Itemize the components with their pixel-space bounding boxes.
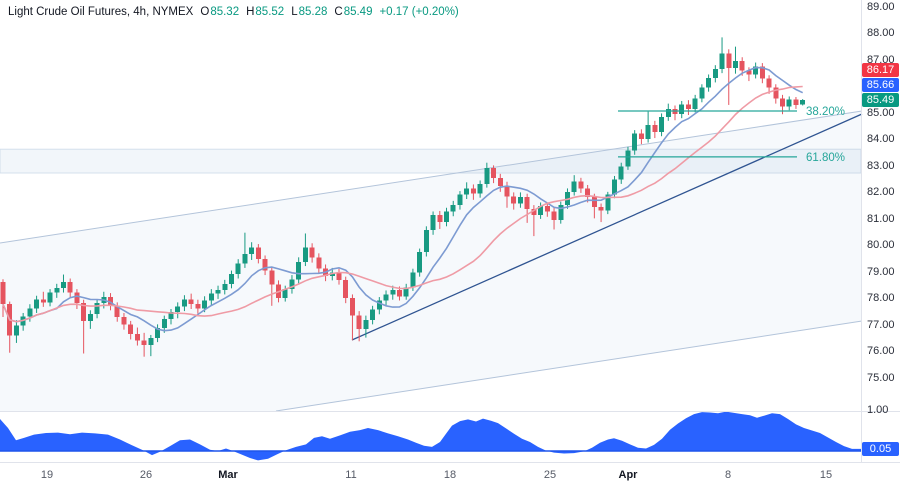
- indicator-scale-label: 1.00: [867, 404, 889, 416]
- ohlc-open-label: O: [200, 6, 210, 18]
- change-value: +0.17 (+0.20%): [379, 6, 459, 18]
- price-tick-label: 85.00: [867, 106, 895, 119]
- ohlc-high-value: 85.52: [255, 6, 285, 18]
- time-axis[interactable]: 19 26 Mar 11 18 25 Apr 8 15: [0, 463, 900, 487]
- price-tick-label: 77.00: [867, 318, 895, 331]
- price-tick-label: 79.00: [867, 265, 895, 278]
- ohlc-high-label: H: [246, 6, 255, 18]
- time-tick-label: 15: [819, 469, 833, 481]
- ohlc-open-value: 85.32: [210, 6, 240, 18]
- indicator-value-badge: 0.05: [862, 441, 899, 456]
- ma-slow-line[interactable]: [2, 85, 803, 323]
- ohlc-close-label: C: [334, 6, 343, 18]
- time-tick-label: Apr: [618, 469, 638, 481]
- time-tick-label: Mar: [218, 469, 238, 481]
- price-badge-last-price: 85.49: [862, 92, 899, 107]
- price-tick-label: 81.00: [867, 212, 895, 225]
- ohlc-close-value: 85.49: [343, 6, 373, 18]
- price-tick-label: 89.00: [867, 0, 895, 13]
- price-badge-ma-fast: 85.66: [862, 77, 899, 92]
- price-tick-label: 84.00: [867, 133, 895, 146]
- ohlc-low-value: 85.28: [298, 6, 328, 18]
- price-tick-label: 83.00: [867, 159, 895, 172]
- symbol-title: Light Crude Oil Futures, 4h, NYMEX: [8, 6, 194, 18]
- time-tick-label: 18: [443, 469, 457, 481]
- time-tick-label: 8: [724, 469, 732, 481]
- time-tick-label: 11: [345, 469, 357, 481]
- price-tick-label: 78.00: [867, 292, 895, 305]
- symbol-legend[interactable]: Light Crude Oil Futures, 4h, NYMEX O85.32…: [8, 6, 459, 18]
- ohlc-low-label: L: [291, 6, 298, 18]
- price-tick-label: 87.00: [867, 53, 895, 66]
- time-tick-label: 19: [40, 469, 54, 481]
- channel-fill: [0, 111, 862, 411]
- fib-level-label: 38.20%: [806, 106, 845, 118]
- price-tick-label: 82.00: [867, 186, 895, 199]
- price-tick-label: 76.00: [867, 345, 895, 358]
- ma-fast-line[interactable]: [2, 66, 804, 332]
- time-tick-label: 25: [543, 469, 557, 481]
- support-trendline[interactable]: [351, 113, 863, 341]
- indicator-area: [0, 411, 862, 461]
- channel-lower[interactable]: [275, 320, 863, 412]
- price-badge-ma-slow: 86.17: [862, 62, 899, 77]
- candles-group: [0, 37, 806, 357]
- price-tick-label: 88.00: [867, 27, 895, 40]
- time-tick-label: 26: [139, 469, 153, 481]
- fib-level-label: 61.80%: [806, 152, 845, 164]
- price-tick-label: 75.00: [867, 371, 895, 384]
- price-axis[interactable]: 89.00 88.00 87.00 85.00 84.00 83.00 82.00 81.00…: [862, 0, 900, 462]
- price-tick-label: 80.00: [867, 239, 895, 252]
